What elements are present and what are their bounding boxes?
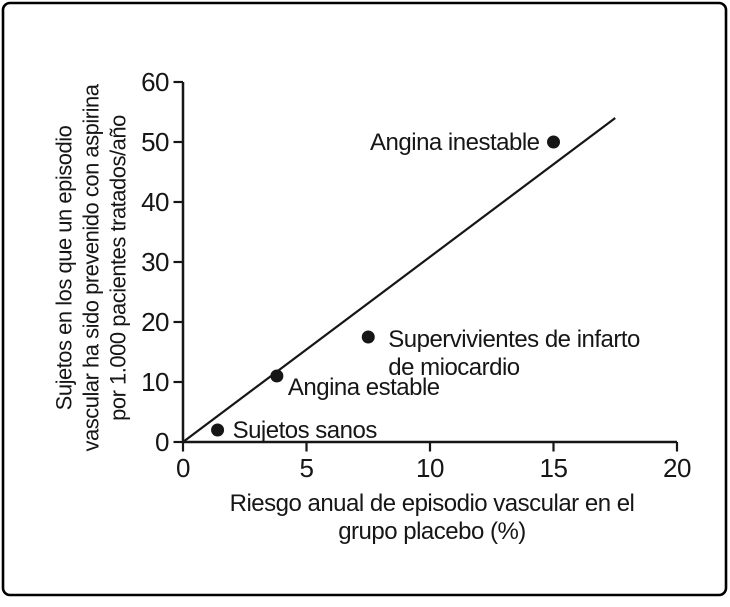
data-point	[211, 423, 225, 437]
x-tick-label: 5	[300, 453, 314, 483]
y-tick-label: 40	[141, 187, 169, 217]
y-tick-label: 10	[141, 367, 169, 397]
y-tick-label: 50	[141, 127, 169, 157]
data-point	[270, 369, 284, 383]
y-tick-label: 20	[141, 307, 169, 337]
x-tick-label: 10	[416, 453, 444, 483]
y-tick-label: 0	[155, 427, 169, 457]
x-axis-title: Riesgo anual de episodio vascular en el …	[230, 490, 635, 546]
y-tick-label: 30	[141, 247, 169, 277]
point-label: Sujetos sanos	[233, 417, 378, 444]
data-point	[547, 135, 560, 149]
y-axis-title-line: Sujetos en los que un episodio	[51, 125, 77, 411]
x-axis-title-line: grupo placebo (%)	[338, 518, 526, 545]
y-axis-title: Sujetos en los que un episodio vascular …	[51, 85, 132, 452]
point-label: Supervivientes de infarto de miocardio	[388, 326, 640, 381]
x-tick-label: 20	[663, 453, 691, 483]
y-axis-title-line: por 1.000 pacientes tratados/año	[105, 115, 131, 421]
x-tick-label: 15	[540, 453, 568, 483]
y-tick-label: 60	[141, 67, 169, 97]
plot-area: 0 10 20 30 40 50 60 0 5 10 15 20 Sujetos sanos Angina…	[141, 67, 691, 483]
data-point	[361, 330, 375, 344]
point-label: Angina estable	[288, 374, 440, 401]
y-axis-title-line: vascular ha sido prevenido con aspirina	[78, 84, 104, 452]
x-axis-title-line: Riesgo anual de episodio vascular en el	[229, 490, 635, 517]
x-tick-label: 0	[176, 453, 190, 483]
figure-border	[1, 1, 728, 597]
trend-line	[182, 117, 616, 443]
point-label: Angina inestable	[370, 129, 540, 156]
